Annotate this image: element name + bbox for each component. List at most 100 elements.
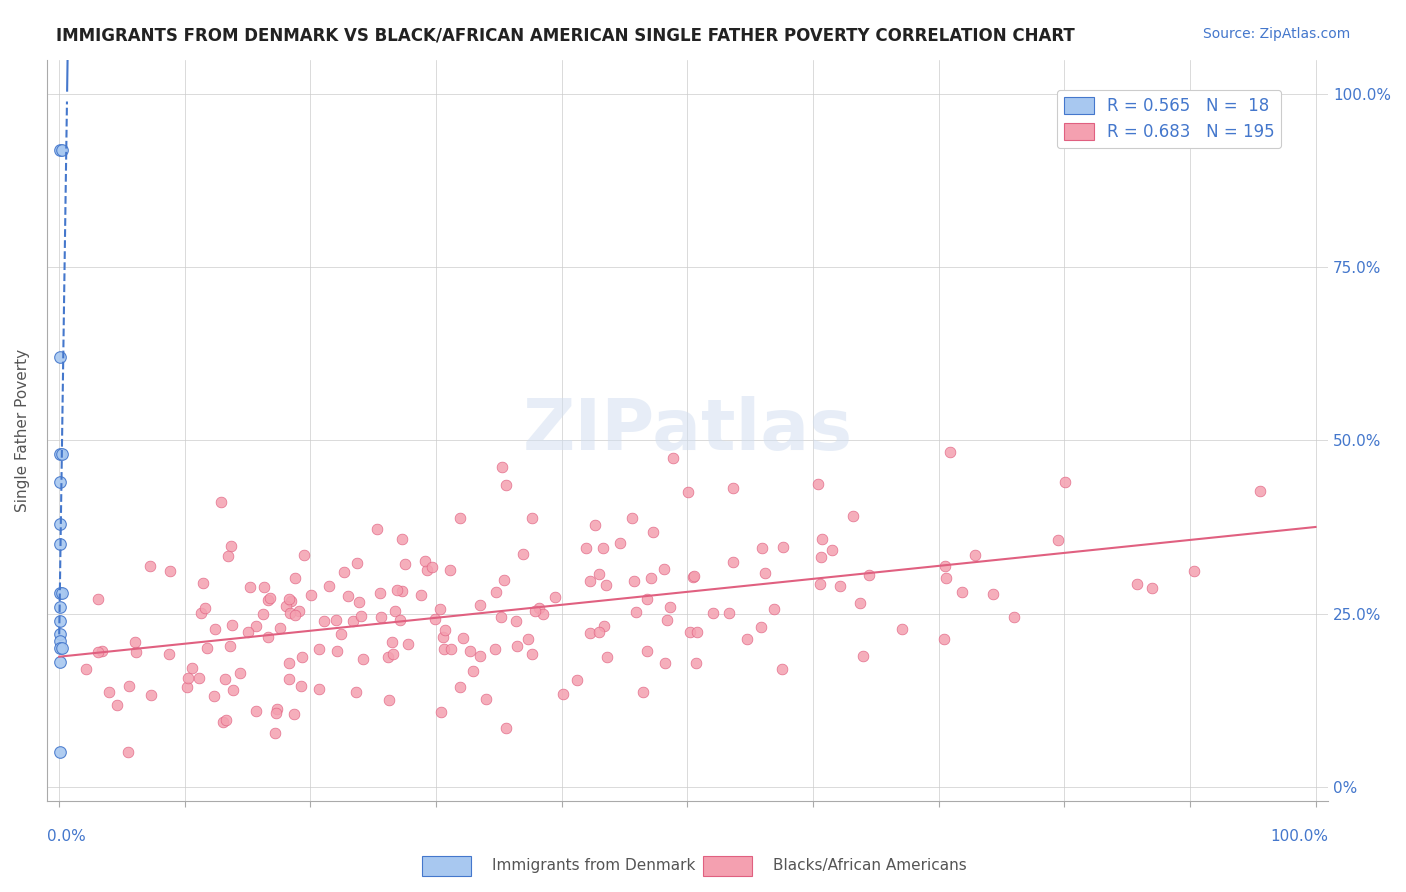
Point bbox=[495, 478, 517, 492]
Point bbox=[352, 652, 374, 666]
Point bbox=[527, 601, 550, 615]
Point bbox=[51, 447, 73, 461]
Point bbox=[810, 549, 832, 564]
Point bbox=[588, 566, 610, 581]
Point bbox=[439, 563, 461, 577]
Point bbox=[283, 707, 305, 722]
Point bbox=[579, 574, 602, 588]
Point bbox=[157, 647, 180, 661]
Point bbox=[219, 539, 242, 553]
Point bbox=[491, 460, 513, 475]
Point bbox=[595, 578, 617, 592]
Point bbox=[484, 641, 506, 656]
Point bbox=[575, 541, 598, 555]
Point bbox=[49, 447, 72, 461]
Point bbox=[308, 681, 330, 696]
Point bbox=[579, 625, 602, 640]
Point bbox=[512, 547, 534, 561]
Point bbox=[807, 477, 830, 491]
Point bbox=[75, 662, 97, 676]
Point bbox=[453, 631, 475, 645]
Point bbox=[858, 567, 880, 582]
Point bbox=[292, 548, 315, 562]
Point bbox=[470, 648, 492, 663]
Point bbox=[280, 594, 302, 608]
Point bbox=[49, 143, 72, 157]
Point bbox=[429, 705, 451, 719]
Point bbox=[394, 557, 416, 571]
Point bbox=[49, 641, 72, 656]
Point bbox=[468, 599, 491, 613]
Point bbox=[934, 559, 956, 574]
Y-axis label: Single Father Poverty: Single Father Poverty bbox=[15, 349, 30, 512]
Point bbox=[721, 481, 744, 495]
Point bbox=[415, 553, 437, 567]
Point bbox=[381, 647, 404, 661]
Point bbox=[49, 351, 72, 365]
Point bbox=[384, 604, 406, 618]
Point bbox=[346, 557, 368, 571]
Point bbox=[176, 672, 198, 686]
Point bbox=[259, 591, 281, 605]
Point bbox=[934, 632, 956, 647]
Point bbox=[565, 673, 588, 687]
Point bbox=[253, 581, 276, 595]
Point bbox=[449, 511, 471, 525]
Point bbox=[658, 599, 681, 614]
Point bbox=[51, 143, 73, 157]
Point bbox=[344, 684, 367, 698]
Point bbox=[194, 601, 217, 615]
Point bbox=[439, 641, 461, 656]
Point bbox=[676, 485, 699, 500]
Point bbox=[623, 574, 645, 588]
Point bbox=[368, 585, 391, 599]
Point bbox=[381, 635, 404, 649]
Point bbox=[624, 605, 647, 619]
Point bbox=[433, 641, 456, 656]
Point bbox=[981, 587, 1004, 601]
Point bbox=[770, 662, 793, 676]
Point bbox=[1182, 564, 1205, 578]
Point bbox=[682, 570, 704, 584]
Point bbox=[245, 704, 267, 718]
Point bbox=[190, 606, 212, 620]
Point bbox=[211, 714, 233, 729]
Point bbox=[291, 649, 314, 664]
Point bbox=[180, 661, 202, 675]
Point bbox=[935, 571, 957, 585]
Point bbox=[49, 586, 72, 600]
Point bbox=[49, 655, 72, 669]
Point bbox=[636, 592, 658, 607]
Point bbox=[252, 607, 274, 622]
Point bbox=[139, 559, 162, 574]
Point bbox=[118, 679, 141, 693]
Point bbox=[848, 595, 870, 609]
Point bbox=[277, 592, 299, 607]
Point bbox=[1047, 533, 1070, 547]
Point bbox=[411, 588, 433, 602]
Point bbox=[377, 650, 399, 665]
Point bbox=[939, 445, 962, 459]
Point bbox=[735, 632, 758, 646]
Point bbox=[495, 721, 517, 735]
Point bbox=[432, 630, 454, 644]
Point bbox=[188, 671, 211, 685]
Text: ZIPatlas: ZIPatlas bbox=[523, 395, 852, 465]
Point bbox=[505, 615, 527, 629]
Point bbox=[1126, 576, 1149, 591]
Point bbox=[621, 511, 644, 525]
Point bbox=[342, 615, 364, 629]
Text: Blacks/African Americans: Blacks/African Americans bbox=[773, 858, 967, 872]
Point bbox=[391, 583, 413, 598]
Point bbox=[636, 644, 658, 658]
Point bbox=[810, 532, 832, 546]
Point bbox=[49, 516, 72, 531]
Point bbox=[852, 648, 875, 663]
Point bbox=[284, 607, 307, 622]
Point bbox=[654, 656, 676, 670]
Point bbox=[332, 566, 354, 580]
Point bbox=[686, 625, 709, 640]
Point bbox=[215, 713, 238, 727]
Point bbox=[596, 650, 619, 665]
Point bbox=[842, 509, 865, 524]
